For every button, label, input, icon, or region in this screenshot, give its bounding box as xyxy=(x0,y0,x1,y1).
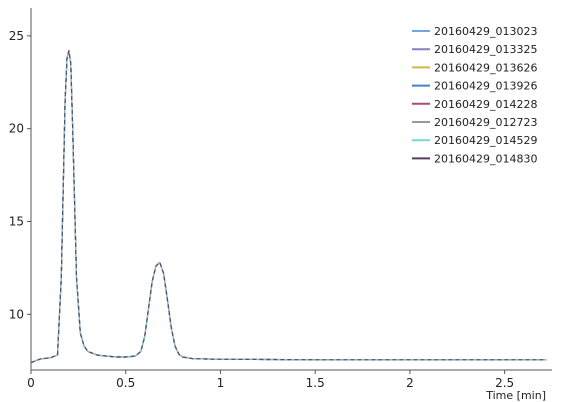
y-tick-label: 15 xyxy=(9,214,24,228)
x-tick-label: 1.5 xyxy=(306,376,325,390)
series-line-8 xyxy=(30,50,547,364)
legend-label: 20160429_012723 xyxy=(434,116,537,129)
legend-label: 20160429_014529 xyxy=(434,134,537,147)
x-tick-label: 2 xyxy=(406,376,414,390)
x-tick-label: 0 xyxy=(27,376,35,390)
legend-label: 20160429_013926 xyxy=(434,80,537,93)
axes-layer xyxy=(30,8,552,371)
legend-label: 20160429_013023 xyxy=(434,25,537,38)
legend-label: 20160429_013626 xyxy=(434,61,537,74)
legend-label: 20160429_014830 xyxy=(434,152,537,165)
x-tick-label: 1 xyxy=(217,376,225,390)
x-tick-label: 0.5 xyxy=(116,376,135,390)
legend-label: 20160429_014228 xyxy=(434,98,537,111)
y-tick-label: 25 xyxy=(9,29,24,43)
x-tick-label: 2.5 xyxy=(495,376,514,390)
series-layer xyxy=(30,50,547,364)
y-tick-label: 10 xyxy=(9,307,24,321)
x-axis-label: Time [min] xyxy=(485,389,546,402)
ticks-layer: 0 0.5 1 1.5 2 2.5 10 15 20 25 xyxy=(9,29,514,390)
y-tick-label: 20 xyxy=(9,122,24,136)
legend: 20160429_013023 20160429_013325 20160429_0… xyxy=(412,25,537,165)
legend-label: 20160429_013325 xyxy=(434,43,537,56)
